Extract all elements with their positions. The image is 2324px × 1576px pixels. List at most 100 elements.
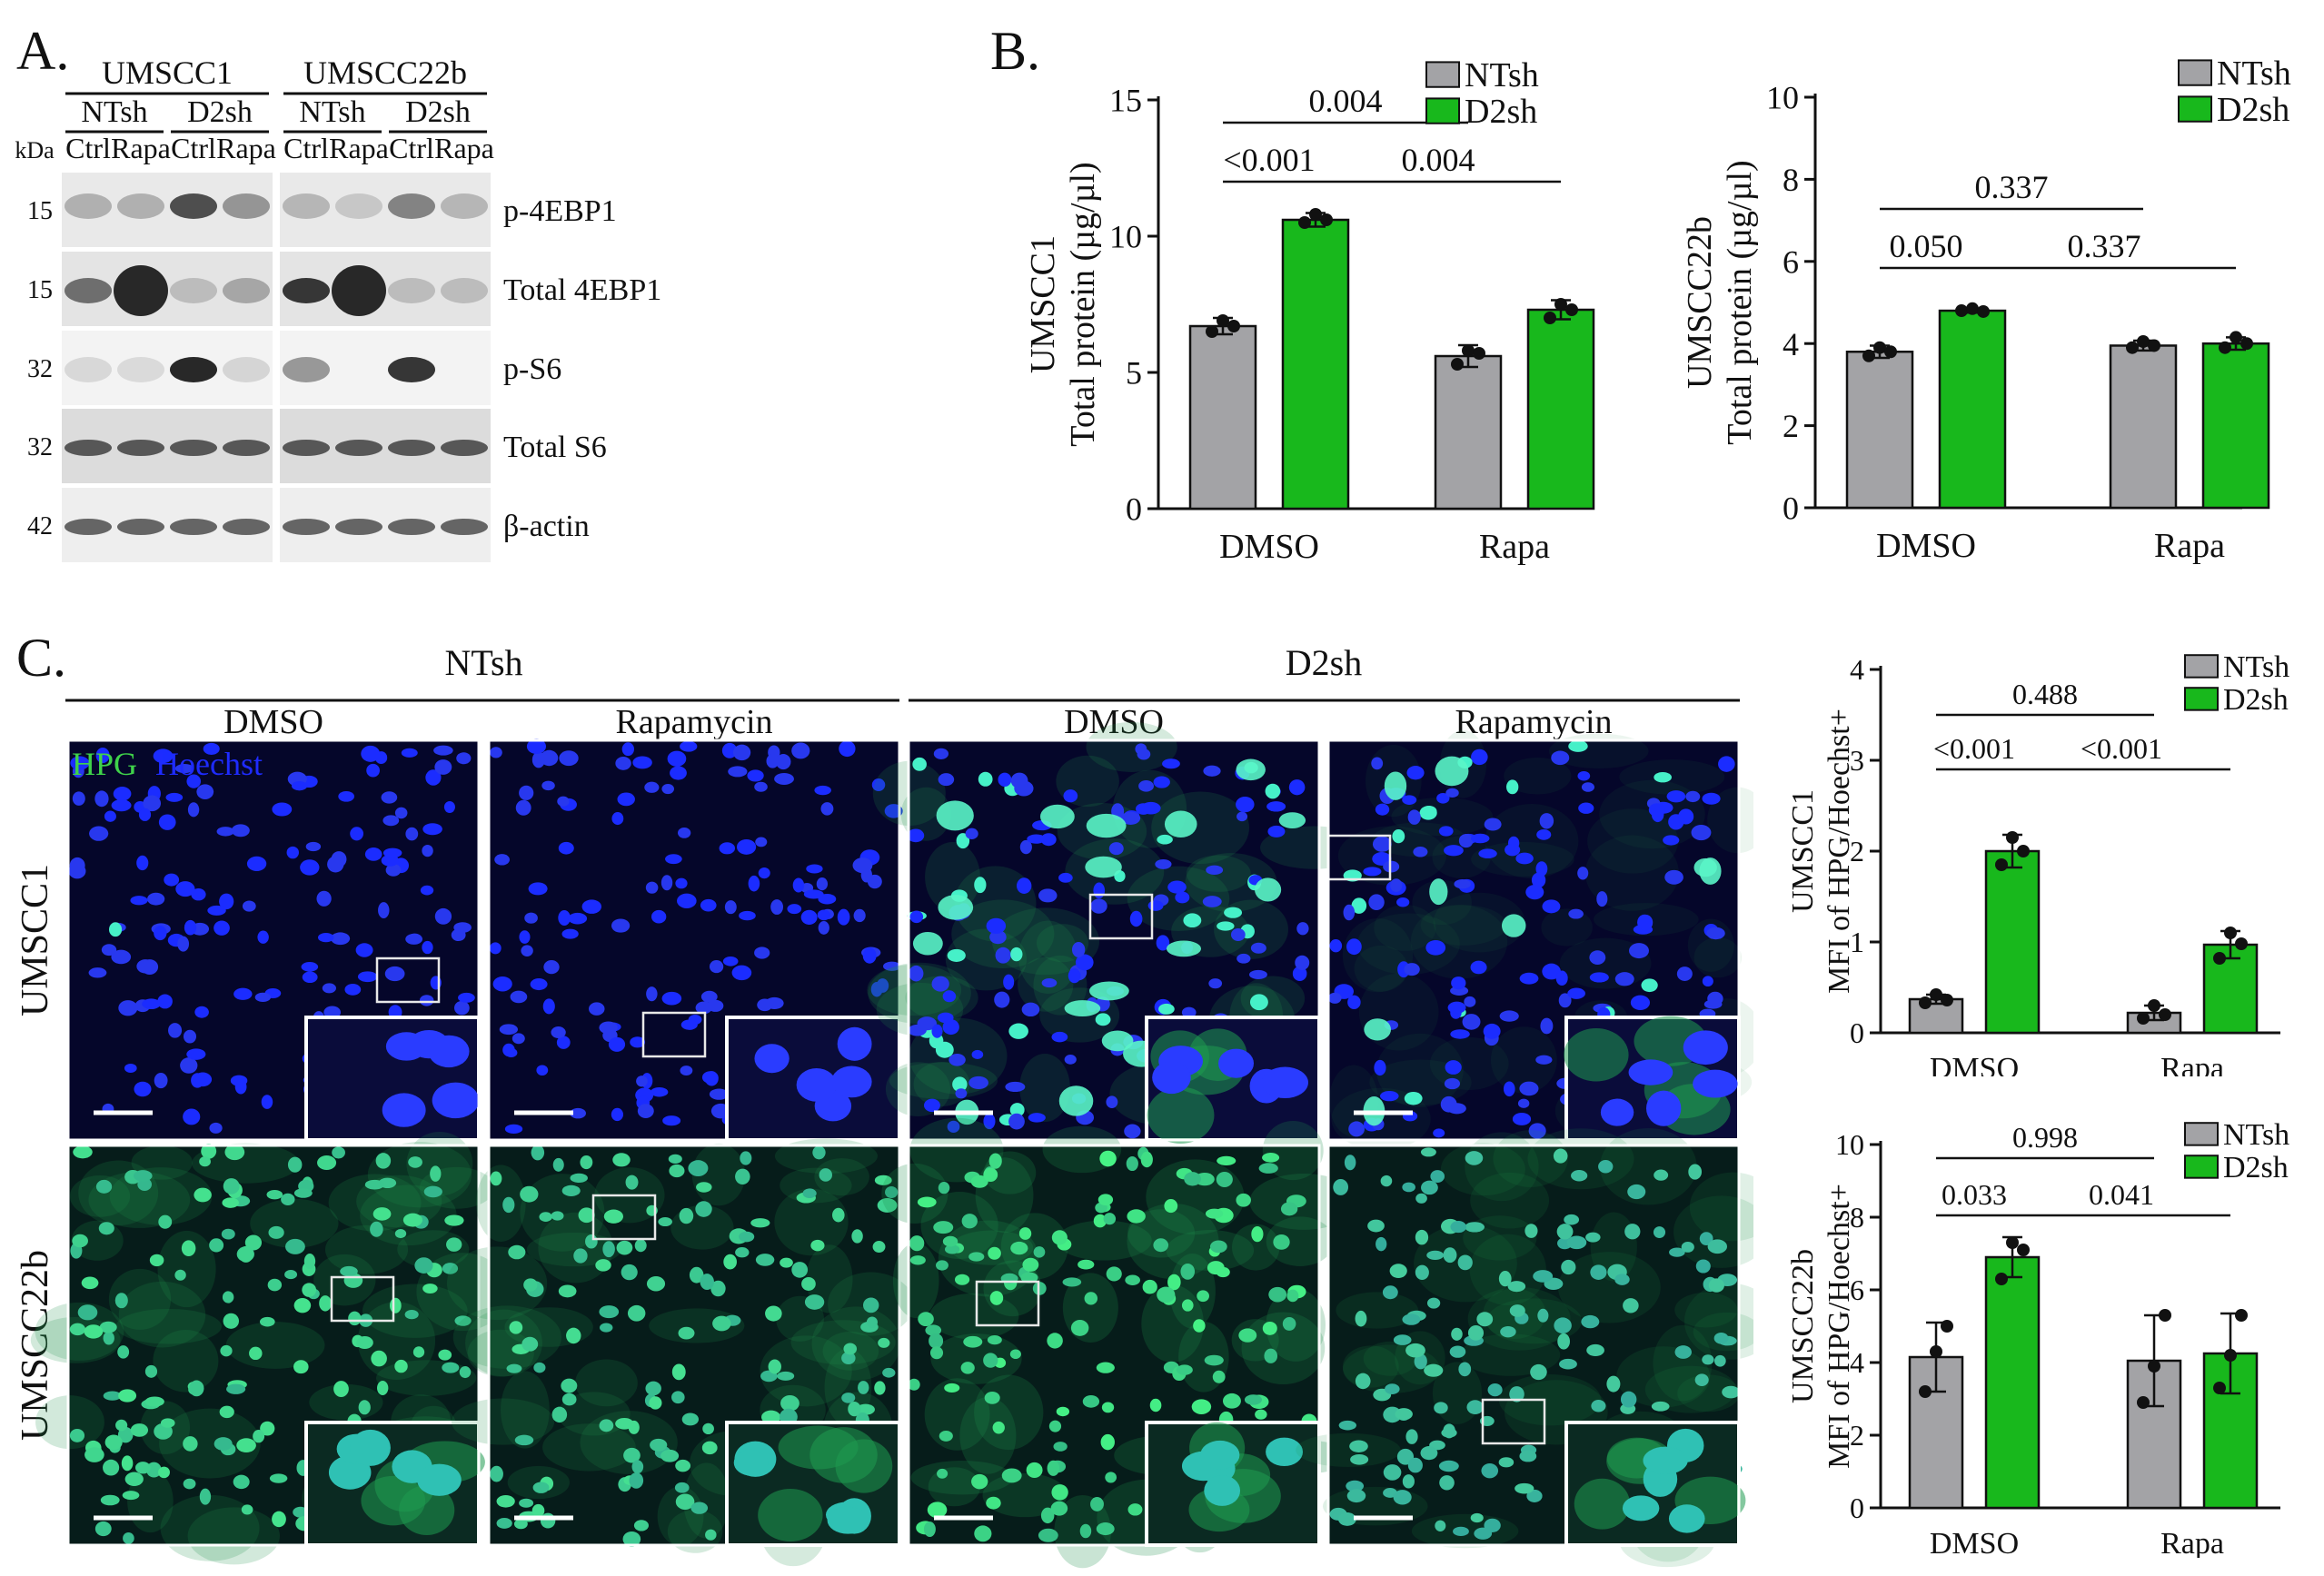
nucleus <box>675 877 688 889</box>
nucleus <box>1026 1462 1043 1479</box>
nucleus <box>1392 829 1405 844</box>
tile-border <box>66 738 481 1142</box>
nucleus <box>800 909 818 925</box>
y-axis-label: MFI of HPG/Hoechst+ <box>1822 1184 1856 1469</box>
nucleus <box>1669 1247 1685 1257</box>
cytoplasm-signal <box>538 1212 613 1284</box>
nucleus <box>1702 792 1721 805</box>
inset-nucleus <box>733 1449 769 1476</box>
nucleus <box>812 1145 826 1160</box>
nucleus <box>629 1472 644 1489</box>
nucleus <box>408 1156 422 1168</box>
nucleus <box>348 1311 362 1326</box>
nucleus <box>1434 1402 1448 1414</box>
nucleus <box>933 1221 954 1234</box>
legend-swatch <box>1425 97 1460 124</box>
nucleus <box>1058 872 1073 883</box>
nucleus <box>186 774 202 788</box>
microscopy-headers: NTsh D2sh DMSO Rapamycin DMSO Rapamycin UMSCC1… <box>15 642 1740 1441</box>
nucleus <box>1415 1193 1427 1204</box>
tile-border <box>907 1144 1321 1547</box>
nucleus <box>1176 1364 1193 1375</box>
nucleus <box>186 1048 206 1060</box>
nucleus <box>1355 1373 1371 1390</box>
nucleus <box>843 1343 858 1355</box>
hpg-positive-cell <box>912 931 943 956</box>
data-point <box>2219 341 2231 354</box>
inset-nucleus <box>385 1032 427 1061</box>
nucleus <box>1156 935 1170 951</box>
nucleus <box>568 912 588 925</box>
nucleus <box>839 740 856 758</box>
nucleus <box>1664 869 1683 885</box>
y-tick-label: 10 <box>1109 219 1142 255</box>
nucleus <box>89 826 109 841</box>
nucleus <box>871 778 886 792</box>
nucleus <box>780 1394 799 1412</box>
legend-label: NTsh <box>2223 1122 2289 1152</box>
nucleus <box>936 1260 948 1271</box>
nucleus <box>810 1239 825 1252</box>
nucleus <box>302 1283 317 1297</box>
cytoplasm-signal <box>1465 1132 1539 1202</box>
nucleus <box>412 1346 425 1358</box>
y-tick-label: 0 <box>1783 491 1799 527</box>
nucleus <box>1157 1286 1176 1303</box>
hpg-positive-cell <box>1039 804 1075 829</box>
nucleus <box>423 1185 442 1198</box>
nucleus <box>989 1291 1004 1305</box>
cytoplasm-signal <box>520 1174 605 1252</box>
nucleus <box>1577 771 1591 781</box>
nucleus <box>1062 1277 1082 1287</box>
bar <box>1434 354 1503 510</box>
nucleus <box>701 1441 718 1455</box>
nucleus <box>130 1423 149 1437</box>
y-axis-label: UMSCC22b <box>1786 1249 1820 1403</box>
cytoplasm-signal <box>88 1171 191 1228</box>
nucleus <box>1415 1229 1429 1245</box>
nucleus <box>524 912 538 924</box>
nucleus <box>1106 1095 1118 1109</box>
nucleus <box>451 928 466 942</box>
nucleus <box>1405 1343 1425 1358</box>
nucleus <box>848 1401 861 1417</box>
protein-label: Total 4EBP1 <box>503 273 661 307</box>
nucleus <box>1722 1385 1741 1399</box>
nucleus <box>1663 835 1680 846</box>
nucleus <box>758 867 770 879</box>
nucleus <box>203 742 220 755</box>
nucleus <box>269 1473 288 1483</box>
nucleus <box>757 998 773 1012</box>
nucleus <box>284 1270 298 1280</box>
nucleus <box>1535 861 1548 877</box>
nucleus <box>1217 921 1235 931</box>
stain-label-hpg: HPG <box>72 746 137 782</box>
nucleus <box>775 754 791 770</box>
nucleus <box>677 893 697 908</box>
nucleus <box>1718 756 1735 772</box>
cytoplasm-signal <box>683 1462 730 1539</box>
tile-border <box>907 738 1321 1142</box>
nucleus <box>1140 1151 1153 1168</box>
roi-box <box>330 1275 395 1323</box>
nucleus <box>995 947 1011 964</box>
nucleus <box>984 1392 1000 1404</box>
nucleus <box>874 1175 892 1185</box>
nucleus <box>1385 1383 1400 1395</box>
data-point <box>2137 334 2150 348</box>
microscopy-figure: NTsh D2sh DMSO Rapamycin DMSO Rapamycin UMSCC1… <box>15 642 1753 1569</box>
nucleus <box>1567 987 1585 999</box>
nucleus <box>1157 834 1173 845</box>
nucleus <box>174 763 194 774</box>
nucleus <box>272 1511 286 1528</box>
nucleus <box>1519 1450 1537 1462</box>
nucleus <box>1685 790 1701 803</box>
nucleus <box>189 1380 204 1397</box>
nucleus <box>882 1367 896 1378</box>
legend-swatch <box>2178 59 2212 86</box>
inset-nucleus <box>1645 1090 1682 1126</box>
nucleus <box>1019 839 1032 855</box>
nucleus <box>133 1170 153 1182</box>
nucleus <box>489 942 502 955</box>
cytoplasm-signal <box>1587 808 1679 874</box>
